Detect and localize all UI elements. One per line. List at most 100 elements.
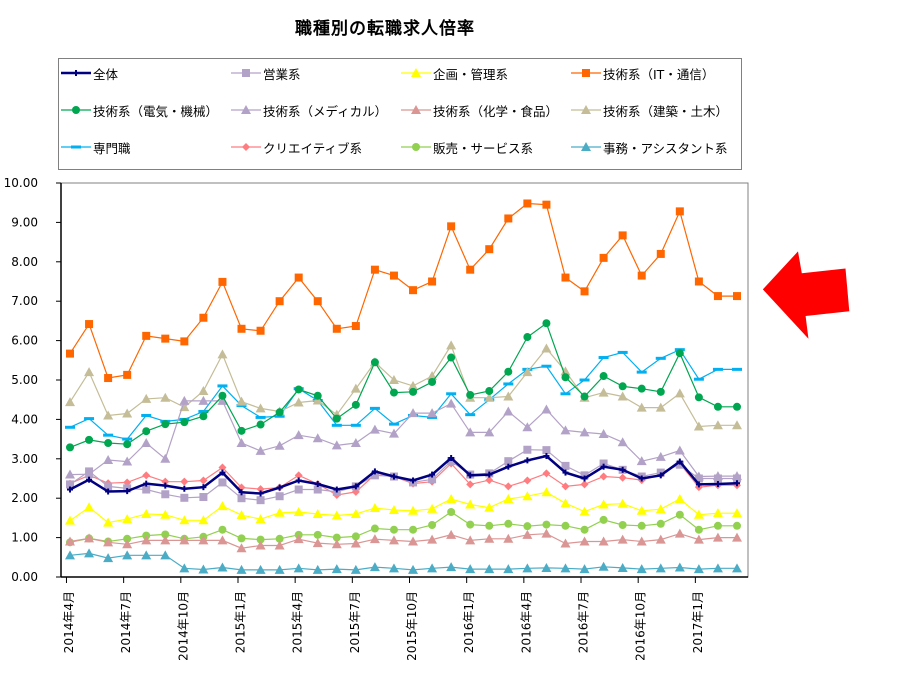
data-point — [580, 525, 589, 534]
data-point — [427, 371, 438, 381]
data-point — [541, 487, 552, 497]
data-point — [560, 366, 571, 376]
data-point — [293, 506, 304, 516]
data-point — [503, 533, 514, 543]
data-point — [293, 430, 304, 440]
data-point — [617, 534, 628, 544]
data-point — [542, 520, 551, 529]
data-point — [256, 535, 265, 544]
data-point — [161, 530, 170, 539]
data-point — [351, 400, 360, 409]
data-point — [179, 563, 190, 573]
data-point — [599, 253, 608, 262]
data-point — [655, 563, 666, 573]
data-point — [733, 474, 741, 483]
data-point — [312, 395, 323, 405]
data-point — [675, 460, 684, 469]
data-point — [694, 474, 703, 483]
data-point — [618, 231, 627, 240]
data-point — [655, 402, 666, 412]
legend-marker — [582, 69, 590, 77]
data-point — [408, 505, 419, 515]
data-point — [446, 562, 457, 572]
data-point — [712, 532, 723, 542]
legend-label: クリエイティブ系 — [263, 140, 363, 156]
legend-swatch-icon — [61, 145, 91, 149]
data-point — [522, 367, 533, 377]
data-point — [561, 461, 570, 470]
data-point — [313, 297, 322, 306]
data-point — [179, 395, 190, 405]
data-point — [523, 333, 532, 342]
data-point — [446, 529, 457, 539]
data-point — [542, 200, 551, 209]
legend-marker — [242, 143, 250, 151]
data-point — [84, 548, 95, 558]
data-point — [580, 471, 589, 480]
data-point — [293, 563, 304, 573]
data-point — [161, 334, 170, 343]
data-point — [655, 534, 666, 544]
data-point — [217, 562, 228, 572]
data-point — [351, 532, 360, 541]
data-point — [331, 440, 342, 450]
data-point — [599, 372, 608, 381]
series-line — [69, 552, 737, 571]
data-point — [428, 520, 437, 529]
data-point — [66, 480, 74, 489]
data-point — [199, 476, 208, 485]
data-point — [732, 508, 742, 518]
data-point — [294, 485, 303, 494]
data-point — [142, 427, 151, 436]
data-point — [712, 367, 723, 371]
data-point — [675, 510, 684, 519]
data-point — [674, 445, 685, 455]
legend-swatch-icon — [61, 106, 91, 114]
legend-label: 全体 — [93, 66, 119, 82]
y-axis-ticks: 0.00 1.00 2.00 3.00 4.00 5.00 6.00 7.00 8.00 9.00… — [4, 176, 61, 584]
data-point — [255, 564, 266, 574]
data-point — [122, 437, 133, 441]
chart-legend: 全体 営業系 企画・管理系 技術系（IT・通信） 技術系（電気・機械） 技術系（メディカル… — [58, 58, 742, 170]
data-point — [274, 440, 285, 450]
legend-label: 技術系（建築・土木） — [603, 103, 729, 119]
data-point — [655, 504, 666, 514]
legend-marker — [581, 142, 591, 151]
data-point — [656, 519, 665, 528]
legend-marker — [581, 105, 591, 114]
data-point — [503, 564, 514, 574]
data-point — [636, 402, 647, 412]
data-point — [466, 390, 475, 399]
legend-marker — [411, 105, 421, 114]
data-point — [141, 438, 152, 448]
data-point — [218, 478, 227, 487]
data-point — [198, 515, 209, 525]
legend-label: 事務・アシスタント系 — [603, 140, 728, 156]
data-point — [561, 482, 570, 491]
data-point — [84, 502, 95, 512]
data-point — [389, 388, 398, 397]
x-tick-label: 2014年4月 — [62, 591, 76, 653]
data-point — [504, 519, 513, 528]
data-point — [732, 532, 742, 542]
data-point — [236, 543, 247, 553]
data-point — [409, 525, 418, 534]
data-point — [293, 397, 304, 407]
y-tick-label: 9.00 — [11, 215, 38, 229]
data-point — [331, 564, 342, 574]
data-point — [560, 538, 571, 548]
data-point — [198, 535, 209, 545]
data-point — [561, 273, 570, 282]
series-line — [69, 533, 737, 549]
data-point — [237, 534, 246, 543]
data-point — [370, 358, 379, 367]
data-point — [733, 292, 741, 301]
data-point — [65, 469, 75, 479]
legend-item: 技術系（IT・通信） — [571, 64, 714, 82]
data-point — [141, 393, 152, 403]
legend-label: 専門職 — [93, 140, 131, 156]
data-point — [522, 563, 533, 573]
data-point — [65, 397, 75, 407]
data-point — [503, 493, 514, 503]
data-point — [85, 320, 94, 329]
